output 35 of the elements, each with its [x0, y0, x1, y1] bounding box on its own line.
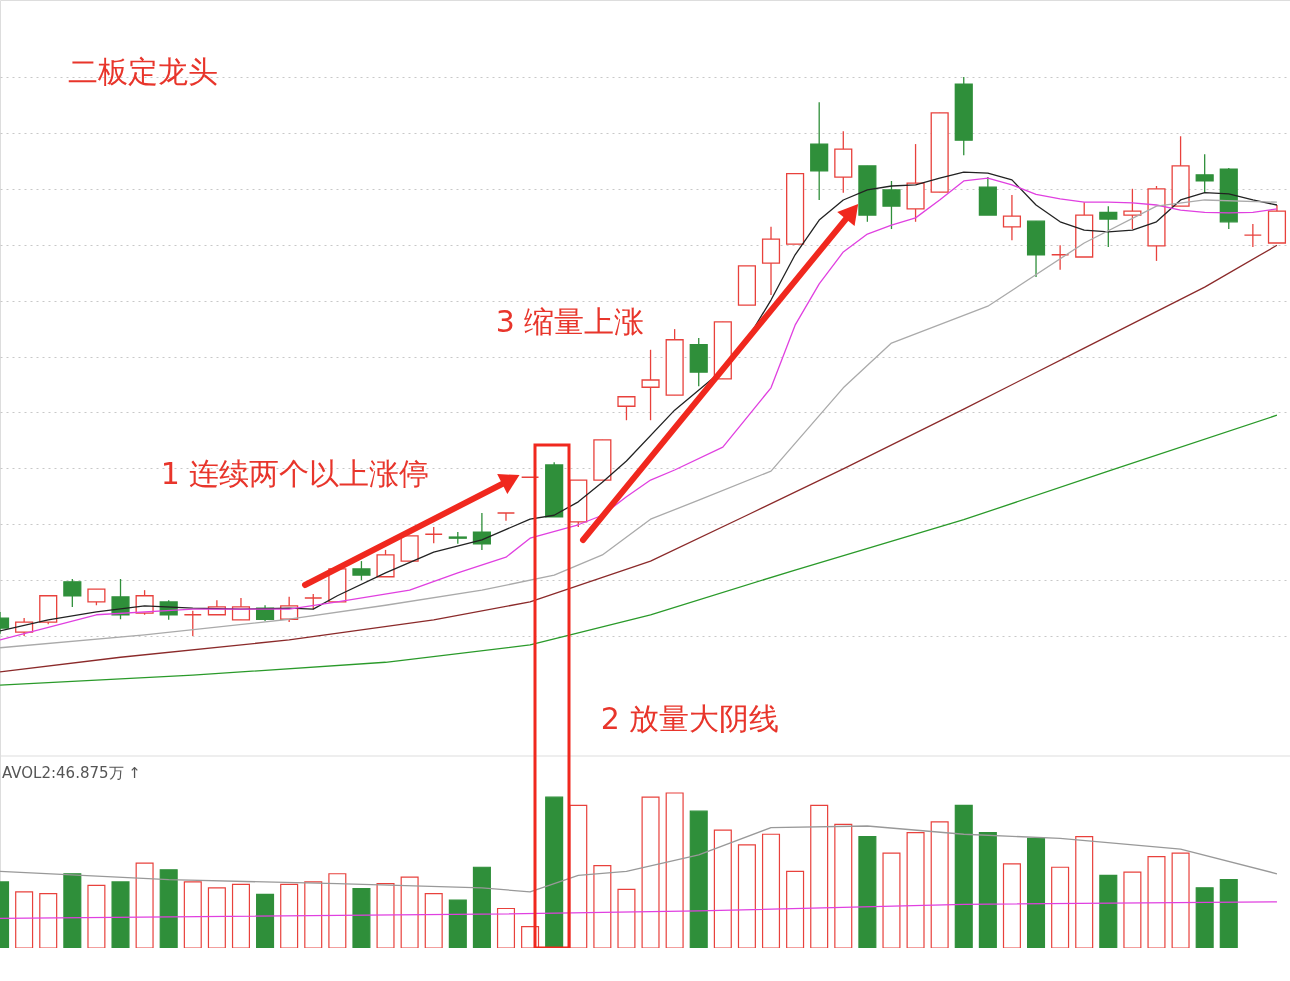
annotation: 3 缩量上涨 — [495, 304, 645, 339]
candlestick — [1099, 205, 1118, 248]
candlestick — [63, 578, 82, 608]
candlestick — [1123, 188, 1142, 230]
bar — [63, 873, 82, 948]
bar — [256, 893, 275, 948]
candlestick — [496, 512, 516, 522]
text: AVOL2:46.875万 ↑ — [2, 764, 141, 782]
bar — [689, 810, 708, 948]
bar — [448, 899, 467, 948]
candlestick — [1195, 153, 1214, 194]
bar — [1219, 879, 1238, 948]
candlestick — [1243, 223, 1262, 248]
candlestick — [617, 396, 636, 421]
text: 2 放量大阴线 — [600, 701, 780, 736]
candlestick — [376, 549, 395, 578]
candlestick — [352, 560, 371, 581]
bar — [1195, 887, 1214, 948]
bar — [352, 888, 371, 948]
bar — [978, 831, 997, 948]
bar — [472, 866, 491, 948]
bar — [111, 881, 130, 948]
bar — [545, 796, 564, 948]
bar — [1099, 874, 1118, 948]
chart-title: 二板定龙头 — [68, 54, 218, 89]
bar — [159, 869, 178, 948]
bar — [858, 836, 877, 948]
annotation: 1 连续两个以上涨停 — [160, 456, 430, 491]
candlestick — [641, 349, 660, 421]
bar — [1027, 837, 1046, 948]
candlestick — [1051, 244, 1070, 271]
bar — [954, 804, 973, 948]
candlestick — [1002, 194, 1022, 241]
candlestick — [183, 610, 202, 637]
candlestick — [882, 180, 901, 230]
